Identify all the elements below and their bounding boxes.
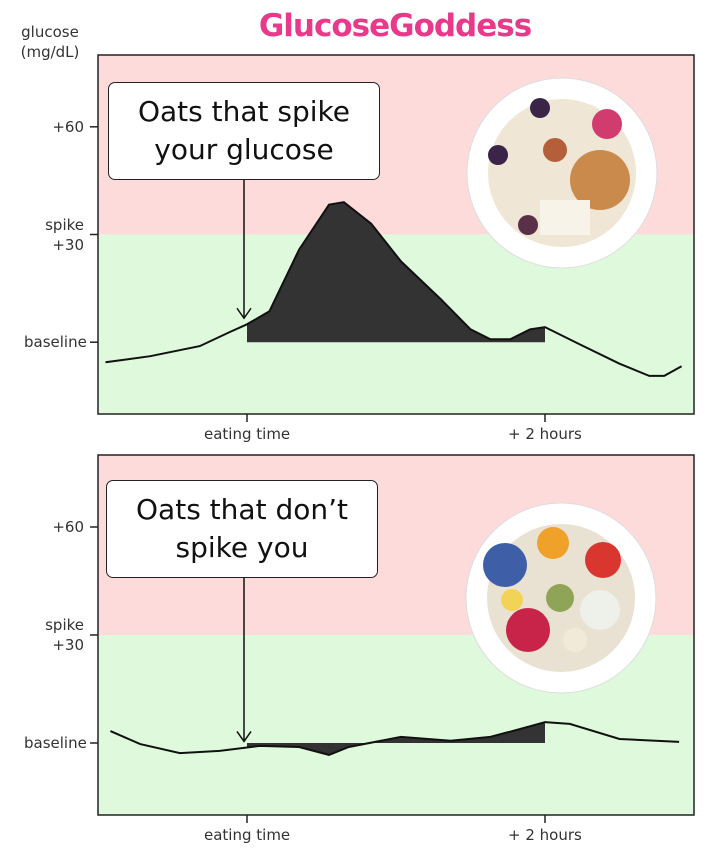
- brand-logo: GlucoseGoddess: [258, 8, 532, 44]
- glucose-curve: [110, 721, 680, 756]
- plot-frame: [97, 54, 695, 415]
- excursion-area: [247, 202, 545, 343]
- x-tick-label: eating time: [204, 826, 291, 844]
- arrow-head: [236, 731, 252, 743]
- y-tick-label: baseline: [24, 333, 87, 352]
- callout: Oats that don’t spike you: [106, 480, 378, 578]
- y-tick-label: spike +30: [45, 616, 84, 654]
- y-axis-label: glucose (mg/dL): [20, 23, 80, 61]
- oat-bowl-savory: [465, 502, 657, 694]
- callout: Oats that spike your glucose: [108, 82, 380, 180]
- y-tick-label: baseline: [24, 734, 87, 752]
- y-tick-label: spike +30: [45, 215, 84, 254]
- x-tick-label: + 2 hours: [508, 425, 582, 443]
- x-tick-label: eating time: [204, 425, 291, 443]
- arrow-head: [236, 307, 252, 320]
- glucose-curve: [105, 201, 683, 377]
- plot-frame: [97, 454, 695, 816]
- y-tick-label: +60: [52, 518, 84, 536]
- x-tick-label: + 2 hours: [508, 826, 582, 844]
- oat-bowl-sweet: [466, 77, 658, 269]
- y-tick-label: +60: [52, 117, 84, 136]
